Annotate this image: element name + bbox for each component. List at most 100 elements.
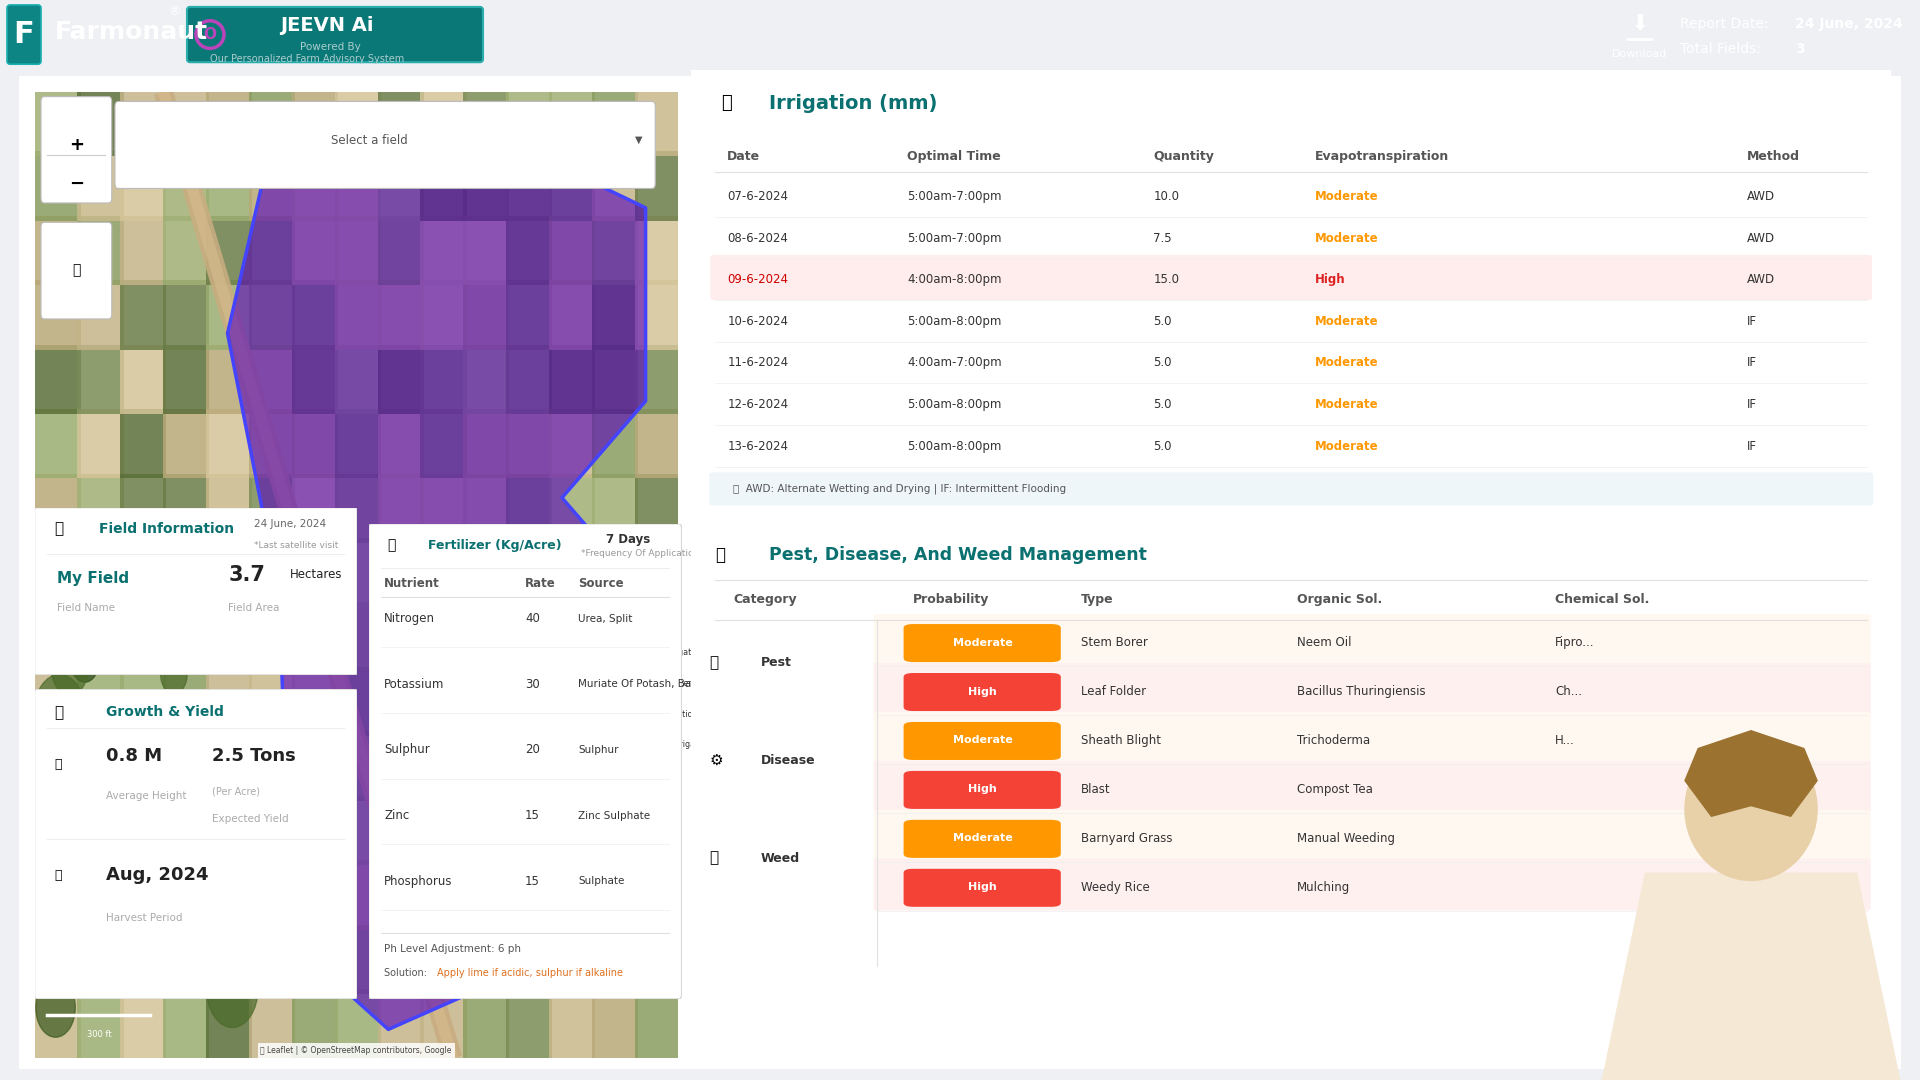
Bar — [378, 603, 424, 672]
Bar — [163, 538, 209, 607]
Text: 🌾: 🌾 — [708, 851, 718, 865]
Bar — [549, 731, 595, 800]
Bar — [378, 216, 424, 285]
FancyBboxPatch shape — [874, 761, 1870, 813]
Text: 5%: 5% — [495, 707, 511, 716]
Bar — [163, 989, 209, 1058]
Bar — [35, 151, 81, 220]
Text: Requires Crop Health Attention: Requires Crop Health Attention — [584, 679, 708, 688]
Text: 13-6-2024: 13-6-2024 — [728, 440, 789, 453]
Text: Good Crop Health & Irrigation: Good Crop Health & Irrigation — [584, 648, 705, 658]
Text: Moderate: Moderate — [1315, 231, 1379, 244]
Bar — [250, 538, 296, 607]
Circle shape — [207, 950, 257, 1027]
Bar — [463, 989, 509, 1058]
Bar — [591, 151, 637, 220]
Bar — [463, 216, 509, 285]
Text: Field Information: Field Information — [100, 522, 234, 536]
Text: 12-6-2024: 12-6-2024 — [728, 399, 789, 411]
Text: 🌿: 🌿 — [714, 545, 726, 564]
Text: AWD: AWD — [1747, 273, 1776, 286]
Bar — [591, 474, 637, 543]
Bar — [334, 796, 380, 865]
FancyBboxPatch shape — [430, 624, 718, 818]
Bar — [250, 87, 296, 157]
Bar — [163, 603, 209, 672]
Text: Potassium: Potassium — [384, 678, 445, 691]
Text: ⊞: ⊞ — [71, 941, 83, 955]
Bar — [163, 409, 209, 478]
Bar — [636, 474, 682, 543]
Bar — [549, 216, 595, 285]
Bar — [549, 538, 595, 607]
Text: Apply lime if acidic, sulphur if alkaline: Apply lime if acidic, sulphur if alkalin… — [438, 968, 624, 977]
Text: ®: ® — [169, 5, 180, 18]
Circle shape — [261, 822, 298, 878]
Bar — [77, 409, 123, 478]
Bar — [77, 151, 123, 220]
Bar — [636, 281, 682, 350]
Bar — [77, 538, 123, 607]
Bar — [163, 924, 209, 994]
Bar — [121, 281, 167, 350]
Text: Critical Crop Health & Irrigation: Critical Crop Health & Irrigation — [584, 740, 710, 750]
Bar — [334, 409, 380, 478]
FancyBboxPatch shape — [40, 904, 111, 990]
Bar — [292, 731, 338, 800]
Bar — [507, 538, 553, 607]
Bar — [250, 474, 296, 543]
Bar — [463, 667, 509, 737]
Bar — [250, 409, 296, 478]
Bar — [636, 603, 682, 672]
Text: 5:00am-8:00pm: 5:00am-8:00pm — [906, 399, 1002, 411]
Text: Method: Method — [1747, 150, 1801, 163]
FancyBboxPatch shape — [710, 255, 1872, 300]
Bar — [205, 538, 252, 607]
FancyBboxPatch shape — [40, 222, 111, 319]
Bar — [292, 474, 338, 543]
Polygon shape — [228, 111, 645, 1029]
Bar — [591, 924, 637, 994]
Bar — [121, 861, 167, 930]
Text: ⓘ  AWD: Alternate Wetting and Drying | IF: Intermittent Flooding: ⓘ AWD: Alternate Wetting and Drying | IF… — [733, 484, 1066, 494]
Bar — [250, 861, 296, 930]
Circle shape — [202, 834, 238, 889]
Polygon shape — [1686, 731, 1816, 816]
Text: Sulphate: Sulphate — [578, 876, 624, 887]
Bar — [549, 989, 595, 1058]
Text: Harvest Period: Harvest Period — [106, 914, 182, 923]
Bar — [636, 924, 682, 994]
Bar — [636, 216, 682, 285]
Bar — [250, 731, 296, 800]
Text: 🍃 Leaflet | © OpenStreetMap contributors, Google: 🍃 Leaflet | © OpenStreetMap contributors… — [261, 1047, 451, 1055]
Circle shape — [52, 639, 88, 696]
FancyBboxPatch shape — [874, 663, 1870, 715]
Bar — [378, 924, 424, 994]
Bar — [420, 731, 467, 800]
Text: Farmonaut: Farmonaut — [56, 19, 207, 43]
Wedge shape — [478, 672, 492, 689]
Bar — [549, 409, 595, 478]
Bar — [163, 345, 209, 414]
Bar — [77, 216, 123, 285]
Bar — [334, 151, 380, 220]
Bar — [250, 989, 296, 1058]
Text: +: + — [69, 136, 84, 154]
Bar — [636, 87, 682, 157]
Text: 3.7: 3.7 — [228, 565, 265, 584]
Bar — [334, 924, 380, 994]
Bar — [420, 216, 467, 285]
Bar — [549, 281, 595, 350]
Text: IF: IF — [1747, 314, 1757, 327]
Circle shape — [568, 737, 582, 752]
Bar — [507, 731, 553, 800]
FancyBboxPatch shape — [4, 68, 1916, 1077]
Bar — [35, 989, 81, 1058]
Bar — [250, 796, 296, 865]
Text: 7 Days: 7 Days — [607, 534, 651, 546]
Text: Expected Yield: Expected Yield — [211, 814, 288, 824]
Text: Type: Type — [1081, 593, 1114, 606]
Wedge shape — [503, 669, 536, 693]
Text: H...: H... — [1555, 734, 1574, 747]
Text: 15: 15 — [524, 875, 540, 888]
